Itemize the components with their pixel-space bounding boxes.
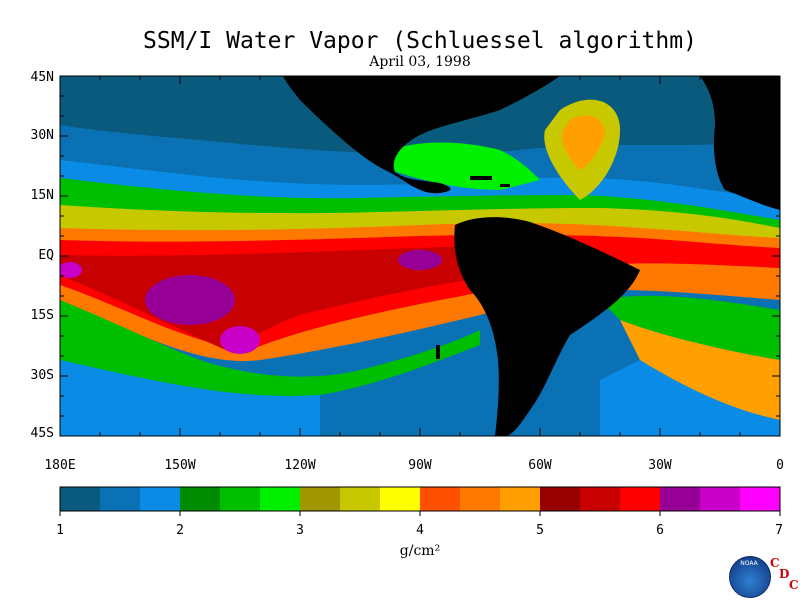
colorbar-tick-7: 7 [775, 523, 783, 538]
high-vapor-patch [398, 250, 442, 270]
south-moist-band [60, 360, 320, 436]
lon-label-30w: 30W [648, 458, 672, 473]
vapor-field [60, 76, 780, 436]
colorbar-swatch [220, 487, 261, 511]
south-atlantic-green [600, 295, 780, 360]
map-ticks [59, 75, 781, 437]
south-green-band [60, 300, 480, 396]
island [436, 345, 440, 359]
south-atlantic-moist [600, 360, 780, 436]
high-vapor-patch [220, 326, 260, 354]
lat-label-15s: 15S [30, 308, 54, 323]
colorbar-swatch [460, 487, 501, 511]
high-vapor-patch [145, 275, 235, 325]
colorbar-swatch [660, 487, 701, 511]
colorbar-swatch [180, 487, 221, 511]
chart-date: April 03, 1998 [369, 54, 471, 70]
colorbar-swatch [340, 487, 381, 511]
lat-label-30n: 30N [30, 128, 54, 143]
colorbar-swatch [260, 487, 301, 511]
gulf-moist [390, 142, 540, 190]
colorbar-units: g/cm² [399, 543, 441, 559]
colorbar [59, 486, 781, 516]
noaa-logo [729, 556, 771, 598]
colorbar-tick-3: 3 [296, 523, 304, 538]
lat-label-15n: 15N [30, 188, 54, 203]
lon-label-60w: 60W [528, 458, 552, 473]
colorbar-swatch [140, 487, 181, 511]
cuba [470, 176, 492, 180]
lat-label-30s: 30S [30, 368, 54, 383]
high-vapor-patch [60, 262, 82, 278]
cdc-letter-d: D [779, 567, 790, 581]
south-america [454, 217, 640, 436]
colorbar-tick-1: 1 [56, 523, 64, 538]
colorbar-swatch [540, 487, 581, 511]
colorbar-swatch [500, 487, 541, 511]
lat-label-45n: 45N [30, 70, 54, 85]
colorbar-swatch [380, 487, 421, 511]
colorbar-swatch [580, 487, 621, 511]
itcz-dark-red [60, 246, 520, 352]
colorbar-swatch [60, 487, 101, 511]
lat-label-45s: 45S [30, 426, 54, 441]
hispaniola [500, 184, 510, 187]
colorbar-swatch [420, 487, 461, 511]
cdc-letter-c2: C [789, 578, 799, 592]
noaa-logo-text: NOAA [740, 560, 758, 567]
colorbar-swatch [300, 487, 341, 511]
chart-title: SSM/I Water Vapor (Schluessel algorithm) [143, 28, 697, 54]
colorbar-tick-6: 6 [656, 523, 664, 538]
cdc-letter-c1: C [770, 556, 780, 570]
colorbar-swatch [700, 487, 741, 511]
lon-label-150w: 150W [164, 458, 196, 473]
europe-africa [700, 76, 780, 210]
lon-label-120w: 120W [284, 458, 316, 473]
lon-label-0: 0 [776, 458, 784, 473]
lon-label-180e: 180E [44, 458, 76, 473]
colorbar-swatch [620, 487, 661, 511]
south-atlantic-front [620, 320, 780, 420]
colorbar-tick-4: 4 [416, 523, 424, 538]
colorbar-swatch [740, 487, 781, 511]
atlantic-storm-core [561, 115, 605, 170]
colorbar-swatch [100, 487, 141, 511]
lat-label-eq: EQ [38, 248, 54, 263]
colorbar-tick-2: 2 [176, 523, 184, 538]
north-america [283, 76, 560, 194]
lon-label-90w: 90W [408, 458, 432, 473]
colorbar-tick-5: 5 [536, 523, 544, 538]
